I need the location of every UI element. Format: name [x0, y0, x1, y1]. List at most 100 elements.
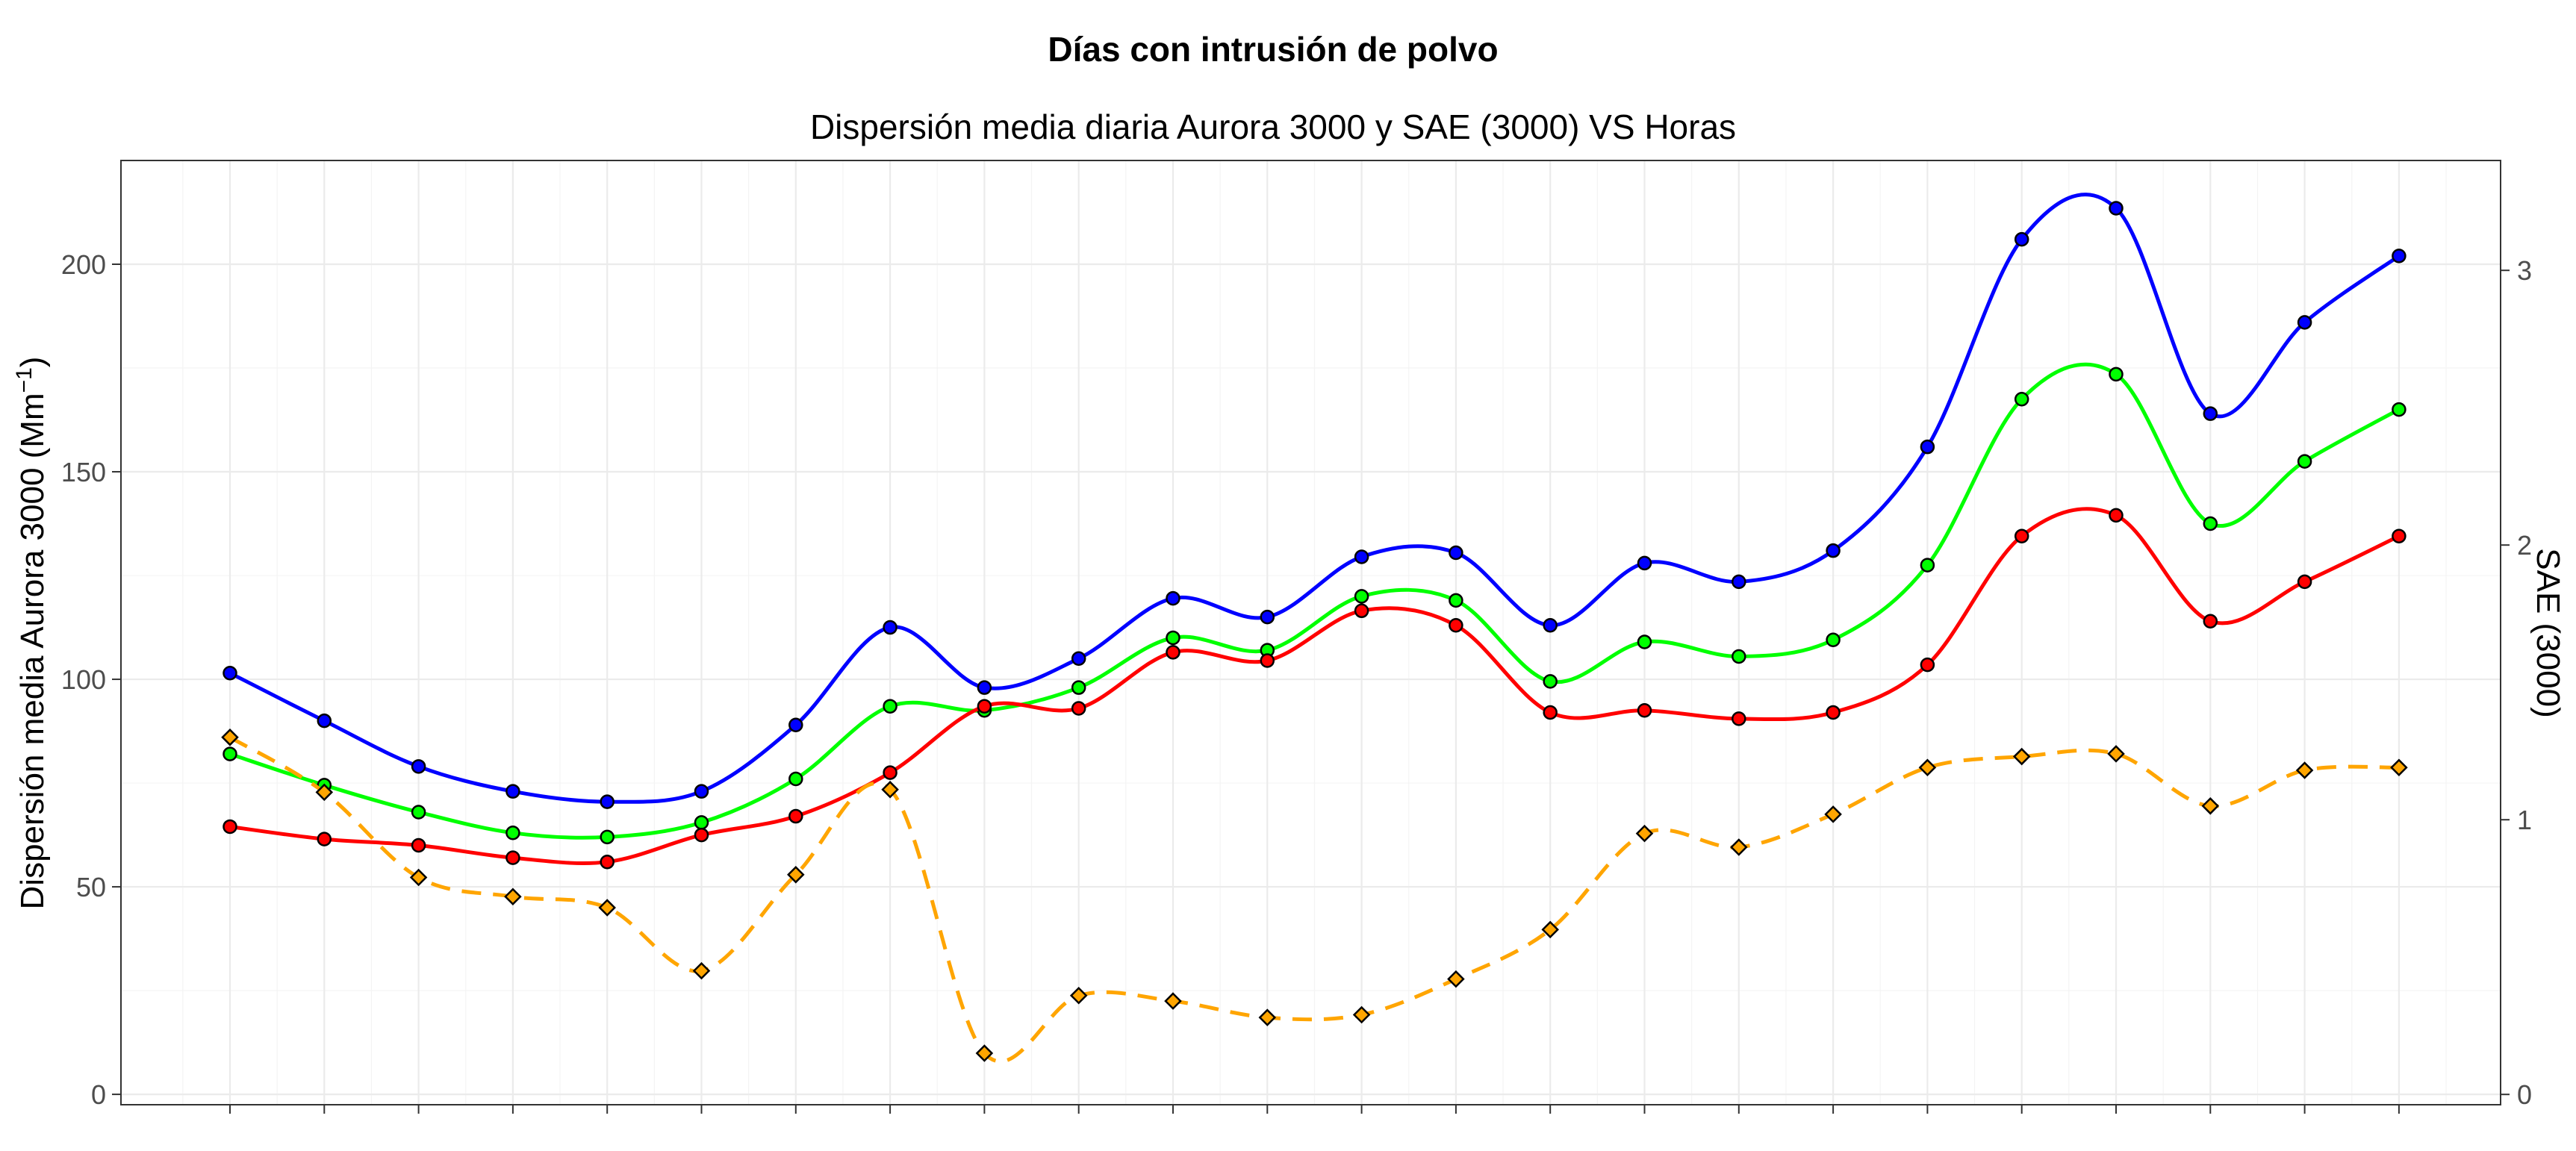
data-point — [2109, 201, 2124, 216]
y-axis-title-main: Dispersión media Aurora 3000 (Mm — [14, 393, 51, 909]
data-point-diamond — [1918, 758, 1937, 777]
data-point — [1637, 634, 1652, 649]
data-point — [600, 794, 615, 809]
data-point — [1354, 589, 1369, 604]
data-point-diamond — [2295, 761, 2314, 779]
data-point — [1826, 543, 1841, 558]
y-axis-left: 0 50 100 150 200 — [61, 249, 121, 1110]
data-point — [223, 746, 237, 761]
data-point — [883, 620, 897, 635]
grid-minor — [121, 160, 2501, 1105]
data-point-diamond — [2201, 797, 2220, 815]
data-point — [977, 699, 992, 714]
data-point-diamond — [881, 780, 899, 799]
data-point — [694, 784, 709, 799]
data-point — [2203, 614, 2218, 628]
data-point — [694, 815, 709, 830]
y-axis-right: 0 1 2 3 — [2501, 255, 2532, 1110]
data-point — [2392, 249, 2407, 263]
data-point-diamond — [787, 866, 805, 884]
data-point-diamond — [1258, 1008, 1277, 1026]
series-0 — [223, 193, 2407, 809]
data-point-diamond — [692, 961, 711, 980]
data-point — [2392, 402, 2407, 417]
data-point-diamond — [1541, 920, 1559, 939]
chart-subtitle: Dispersión media diaria Aurora 3000 y SA… — [810, 107, 1736, 146]
y2-tick-label: 1 — [2517, 805, 2532, 835]
data-point — [1826, 705, 1841, 720]
data-point-diamond — [598, 899, 616, 917]
data-point — [977, 680, 992, 695]
data-point — [788, 717, 803, 732]
data-point — [2297, 454, 2312, 469]
data-point — [1166, 645, 1180, 660]
y-tick-label: 200 — [61, 249, 106, 280]
data-point — [1732, 574, 1746, 590]
data-point — [1543, 705, 1558, 720]
data-point — [1920, 558, 1935, 573]
data-point — [1071, 701, 1086, 716]
data-point — [1166, 590, 1180, 606]
y-axis-title: Dispersión media Aurora 3000 (Mm−1) — [12, 357, 51, 910]
y-tick-label: 50 — [76, 872, 106, 902]
data-point-diamond — [1069, 986, 1088, 1005]
data-point — [411, 759, 426, 774]
data-point — [883, 699, 897, 714]
data-point — [1637, 703, 1652, 718]
data-point — [2203, 516, 2218, 531]
data-point-diamond — [1164, 992, 1182, 1010]
data-point — [1637, 555, 1652, 571]
data-point-diamond — [1635, 824, 1654, 843]
data-point — [1826, 632, 1841, 647]
data-point — [223, 819, 237, 835]
data-point — [411, 805, 426, 820]
data-point-diamond — [2012, 747, 2031, 766]
data-point — [2203, 406, 2218, 421]
data-point — [1354, 549, 1369, 564]
data-point — [1166, 630, 1180, 646]
data-point — [2014, 528, 2029, 543]
data-point — [600, 854, 615, 870]
data-point — [317, 713, 332, 729]
data-point — [2014, 391, 2029, 407]
series-2 — [223, 507, 2407, 870]
data-point-diamond — [1447, 970, 1465, 988]
y2-tick-label: 2 — [2517, 530, 2532, 561]
data-point — [883, 765, 897, 780]
data-point-diamond — [315, 783, 334, 802]
data-point — [1449, 545, 1463, 561]
data-point-diamond — [1352, 1005, 1371, 1024]
data-point — [2392, 528, 2407, 543]
chart-title: Días con intrusión de polvo — [1048, 30, 1498, 69]
data-point-diamond — [2107, 745, 2125, 763]
data-point-diamond — [1730, 838, 1748, 856]
data-point-diamond — [504, 888, 522, 906]
data-point — [2109, 508, 2124, 523]
data-point — [1449, 593, 1463, 608]
data-point-diamond — [221, 729, 239, 746]
data-point — [1543, 618, 1558, 633]
data-point — [1071, 680, 1086, 695]
y2-axis-title: SAE (3000) — [2530, 548, 2566, 717]
y2-tick-label: 3 — [2517, 255, 2532, 286]
x-axis — [229, 1105, 2400, 1114]
data-point — [2297, 574, 2312, 590]
data-point — [2297, 315, 2312, 330]
data-point — [1732, 711, 1746, 726]
plot-panel-border — [120, 160, 2501, 1105]
data-point — [2109, 366, 2124, 382]
data-point-diamond — [975, 1044, 994, 1062]
series-3 — [221, 729, 2408, 1064]
data-point-diamond — [2390, 758, 2408, 777]
y-tick-label: 150 — [61, 457, 106, 487]
y-tick-label: 0 — [91, 1079, 106, 1110]
data-point — [317, 832, 332, 846]
data-point — [1071, 651, 1086, 667]
data-point — [600, 829, 615, 845]
data-point — [1920, 657, 1935, 673]
data-point — [788, 808, 803, 824]
y-axis-title-tail: ) — [14, 357, 51, 368]
data-point — [505, 850, 520, 865]
data-point — [505, 826, 520, 840]
